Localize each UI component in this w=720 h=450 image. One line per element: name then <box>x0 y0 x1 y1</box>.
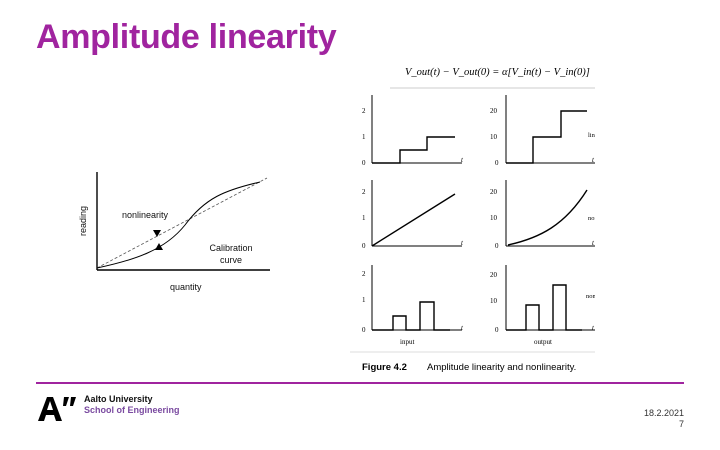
university-name: Aalto University School of Engineering <box>84 394 180 416</box>
calibration-curve-label: Calibration curve <box>196 242 266 266</box>
svg-text:10: 10 <box>490 297 498 305</box>
svg-text:0: 0 <box>495 159 499 167</box>
caption-number: Figure 4.2 <box>362 362 407 373</box>
svg-text:t: t <box>592 156 595 164</box>
slide-date: 18.2.2021 <box>643 408 684 418</box>
textbook-figure: V_out(t) − V_out(0) = α[V_in(t) − V_in(0… <box>350 67 595 373</box>
svg-text:linear: linear <box>588 132 595 139</box>
output-step-linear <box>506 110 587 164</box>
x-axis-label: quantity <box>170 282 202 292</box>
svg-text:10: 10 <box>490 133 498 141</box>
svg-text:0: 0 <box>362 159 366 167</box>
calibration-label-line2: curve <box>219 255 242 265</box>
output-curve <box>507 189 588 246</box>
output-pulses <box>506 284 582 331</box>
slide-meta: 18.2.2021 7 <box>644 408 684 430</box>
svg-text:1: 1 <box>362 133 366 141</box>
school-label: School of Engineering <box>84 405 180 415</box>
svg-text:t: t <box>592 324 595 332</box>
caption-text: Amplitude linearity and nonlinearity. <box>427 362 576 373</box>
calibration-figure <box>96 172 270 271</box>
svg-text:2: 2 <box>362 188 366 196</box>
svg-text:t: t <box>461 324 464 332</box>
row-nonlinear-ramp: 2 1 0 t 20 10 0 t nonlinear <box>362 180 595 250</box>
svg-text:20: 20 <box>490 271 498 279</box>
svg-text:2: 2 <box>362 270 366 278</box>
calibration-curve <box>96 181 261 269</box>
svg-text:20: 20 <box>490 188 498 196</box>
university-label: Aalto University <box>84 394 153 404</box>
svg-text:nonlinear: nonlinear <box>588 215 595 222</box>
svg-text:nonlinear: nonlinear <box>586 293 595 300</box>
input-pulses <box>372 301 450 331</box>
input-ramp <box>371 193 456 247</box>
row-linear: 2 1 0 t 20 10 0 t linear <box>362 95 595 167</box>
svg-text:2: 2 <box>362 107 366 115</box>
svg-text:t: t <box>461 239 464 247</box>
calibration-label-line1: Calibration <box>209 243 253 253</box>
equation: V_out(t) − V_out(0) = α[V_in(t) − V_in(0… <box>405 67 590 78</box>
row-nonlinear-pulse: 2 1 0 t 20 10 0 t nonlinear input output <box>362 265 595 346</box>
svg-text:input: input <box>400 338 414 346</box>
svg-text:1: 1 <box>362 214 366 222</box>
svg-text:0: 0 <box>495 242 499 250</box>
svg-text:0: 0 <box>362 242 366 250</box>
page-number: 7 <box>678 419 684 429</box>
svg-text:t: t <box>461 156 464 164</box>
svg-text:output: output <box>534 338 552 346</box>
svg-text:10: 10 <box>490 214 498 222</box>
ideal-line <box>96 177 268 269</box>
slide-title: Amplitude linearity <box>36 18 337 56</box>
input-step-linear <box>372 136 455 164</box>
svg-text:0: 0 <box>495 326 499 334</box>
nonlinearity-label: nonlinearity <box>122 210 169 220</box>
svg-text:20: 20 <box>490 107 498 115</box>
aalto-logo-icon <box>38 397 76 421</box>
svg-text:1: 1 <box>362 296 366 304</box>
nonlinearity-marker-lower <box>155 243 163 250</box>
nonlinearity-marker <box>153 230 161 237</box>
svg-text:0: 0 <box>362 326 366 334</box>
svg-text:t: t <box>592 239 595 247</box>
footer-divider <box>36 382 684 384</box>
